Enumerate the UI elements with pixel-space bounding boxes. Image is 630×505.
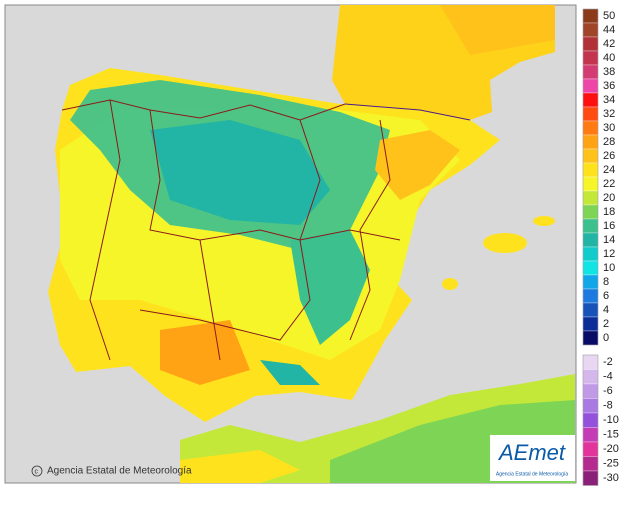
legend-swatch <box>582 412 599 428</box>
legend-label: 26 <box>603 150 615 162</box>
balearics <box>442 216 555 290</box>
border <box>199 239 221 361</box>
legend-label: -4 <box>603 371 613 383</box>
legend-swatch <box>582 218 599 234</box>
legend-swatch <box>582 246 599 262</box>
credit: Agencia Estatal de Meteorología <box>47 466 192 477</box>
legend-label: -20 <box>603 443 619 455</box>
legend-swatch <box>582 22 599 38</box>
legend-swatch <box>582 50 599 66</box>
legend-label: -6 <box>603 385 613 397</box>
border <box>139 119 321 341</box>
legend-label: 2 <box>603 318 609 330</box>
legend-label: 38 <box>603 66 615 78</box>
borders <box>61 99 471 361</box>
legend-label: -2 <box>603 356 613 368</box>
legend-label: -15 <box>603 429 619 441</box>
legend-label: 16 <box>603 220 615 232</box>
legend-label: 28 <box>603 136 615 148</box>
legend-frame <box>582 8 599 346</box>
legend-label: 42 <box>603 38 615 50</box>
france-south <box>440 5 555 55</box>
legend-swatch <box>582 274 599 290</box>
legend-swatch <box>582 148 599 164</box>
legend-swatch <box>582 288 599 304</box>
iberian-system <box>290 230 370 345</box>
mallorca <box>483 233 527 253</box>
legend-swatch <box>582 456 599 472</box>
legend-swatch <box>582 204 599 220</box>
logo-subtitle: Agencia Estatal de Meteorología <box>496 471 568 477</box>
legend-swatch <box>582 260 599 276</box>
legend-swatch <box>582 92 599 108</box>
legend-label: 8 <box>603 276 609 288</box>
legend-label: 14 <box>603 234 615 246</box>
copyright-icon <box>31 465 43 477</box>
sierra-nevada <box>260 360 320 385</box>
legend-swatch <box>582 302 599 318</box>
legend-swatch <box>582 190 599 206</box>
legend-label: 12 <box>603 248 615 260</box>
legend-swatch <box>582 8 599 24</box>
legend-label: 0 <box>603 332 609 344</box>
legend-label: 24 <box>603 164 615 176</box>
copyright-c: c <box>35 468 39 475</box>
legend-swatch <box>582 134 599 150</box>
ebro <box>375 130 460 200</box>
legend-swatch <box>582 383 599 399</box>
guadalquivir <box>160 320 250 385</box>
legend-label: 10 <box>603 262 615 274</box>
menorca <box>533 216 555 226</box>
legend-swatch <box>582 78 599 94</box>
legend-label: 40 <box>603 52 615 64</box>
border <box>89 99 121 361</box>
legend-swatch <box>582 398 599 414</box>
border <box>149 109 401 241</box>
legend: 5044424038363432302826242220181614121086… <box>582 8 619 486</box>
border <box>349 119 391 341</box>
logo-box <box>490 435 575 481</box>
legend-label: 30 <box>603 122 615 134</box>
legend-swatch <box>582 330 599 346</box>
legend-swatch <box>582 427 599 443</box>
legend-label: 22 <box>603 178 615 190</box>
legend-swatch <box>582 64 599 80</box>
legend-label: 32 <box>603 108 615 120</box>
legend-label: 4 <box>603 304 609 316</box>
legend-label: 34 <box>603 94 615 106</box>
legend-swatch <box>582 176 599 192</box>
legend-swatch <box>582 106 599 122</box>
africa-coast <box>180 450 300 483</box>
legend-swatch <box>582 470 599 486</box>
castilla <box>150 120 330 225</box>
pyrenees <box>344 103 471 121</box>
legend-swatch <box>582 232 599 248</box>
legend-label: -25 <box>603 458 619 470</box>
legend-label: -8 <box>603 400 613 412</box>
legend-label: -10 <box>603 414 619 426</box>
legend-swatch <box>582 369 599 385</box>
legend-swatch <box>582 162 599 178</box>
legend-label: 44 <box>603 24 615 36</box>
legend-swatch <box>582 120 599 136</box>
legend-label: 50 <box>603 10 615 22</box>
legend-label: 36 <box>603 80 615 92</box>
legend-frame <box>582 354 599 486</box>
ibiza <box>442 278 458 290</box>
legend-label: 18 <box>603 206 615 218</box>
legend-label: -30 <box>603 472 619 484</box>
legend-swatch <box>582 354 599 370</box>
legend-swatch <box>582 36 599 52</box>
legend-label: 20 <box>603 192 615 204</box>
legend-swatch <box>582 441 599 457</box>
logo: AEmet <box>497 440 566 465</box>
legend-swatch <box>582 316 599 332</box>
legend-label: 6 <box>603 290 609 302</box>
